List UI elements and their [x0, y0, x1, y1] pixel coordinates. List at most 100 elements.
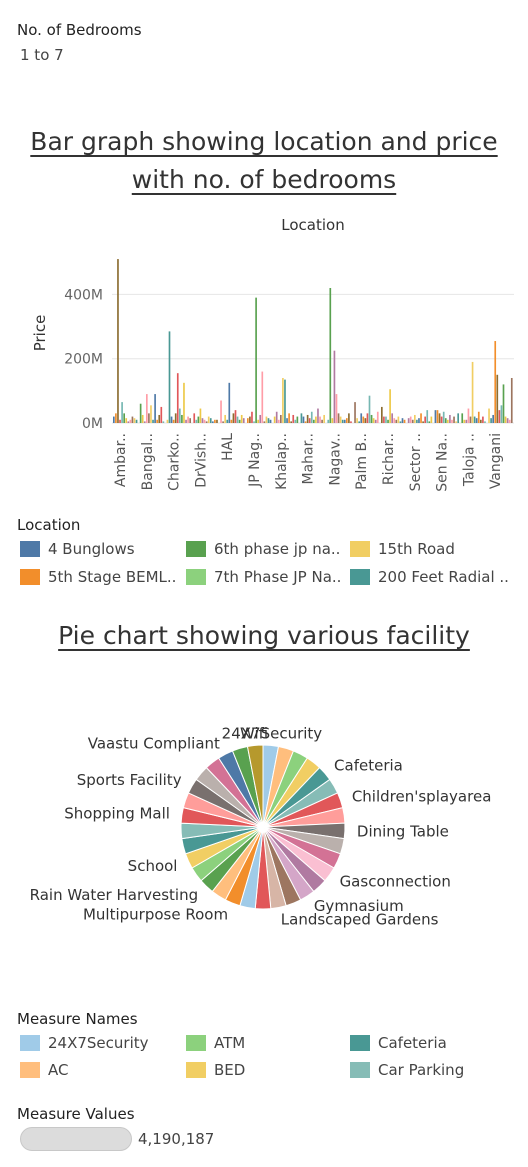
bar[interactable]	[125, 418, 128, 423]
bar[interactable]	[197, 416, 200, 423]
bar[interactable]	[426, 410, 429, 423]
bar[interactable]	[418, 418, 420, 423]
bar[interactable]	[381, 406, 383, 423]
bar[interactable]	[374, 419, 377, 423]
bar[interactable]	[422, 421, 424, 423]
bar[interactable]	[368, 395, 371, 423]
bar[interactable]	[127, 421, 130, 423]
bar[interactable]	[358, 421, 360, 423]
bar[interactable]	[430, 416, 433, 423]
bar[interactable]	[343, 419, 346, 423]
bar[interactable]	[251, 411, 253, 423]
bar[interactable]	[335, 394, 338, 423]
location-legend-item[interactable]: 4 Bunglows	[20, 540, 135, 558]
bar[interactable]	[199, 408, 202, 423]
bar[interactable]	[451, 419, 453, 423]
bar[interactable]	[242, 418, 245, 423]
bar-chart[interactable]: Location Price 0M 200M 400M Ambar.. Bangal.. Ch…	[0, 205, 528, 505]
bar[interactable]	[269, 419, 272, 423]
bar[interactable]	[403, 419, 406, 423]
pie-slice[interactable]	[246, 744, 264, 828]
bar[interactable]	[480, 419, 482, 423]
bar[interactable]	[420, 413, 422, 423]
bar[interactable]	[234, 410, 237, 423]
bar[interactable]	[150, 405, 152, 423]
bar[interactable]	[249, 416, 251, 423]
bar[interactable]	[475, 418, 478, 423]
bar[interactable]	[370, 414, 373, 423]
bar[interactable]	[275, 411, 278, 423]
bar[interactable]	[282, 378, 284, 423]
bar[interactable]	[195, 419, 198, 423]
bar[interactable]	[411, 419, 414, 423]
bar[interactable]	[168, 331, 171, 423]
bar[interactable]	[463, 419, 466, 423]
bar[interactable]	[226, 419, 229, 423]
bar[interactable]	[172, 419, 175, 423]
bar[interactable]	[228, 382, 231, 423]
filter-value[interactable]: 1 to 7	[20, 46, 64, 64]
bar[interactable]	[300, 413, 303, 423]
bar[interactable]	[383, 416, 385, 423]
bar[interactable]	[440, 416, 443, 423]
bar[interactable]	[113, 416, 115, 423]
bar[interactable]	[148, 413, 150, 423]
bar[interactable]	[143, 421, 146, 423]
bar[interactable]	[209, 418, 212, 423]
bar[interactable]	[362, 416, 365, 423]
bar[interactable]	[416, 419, 418, 423]
bar[interactable]	[455, 421, 457, 423]
bar[interactable]	[442, 411, 445, 423]
bar[interactable]	[444, 418, 447, 423]
bar[interactable]	[354, 402, 356, 423]
bar[interactable]	[409, 416, 412, 423]
bar[interactable]	[364, 418, 367, 423]
bar[interactable]	[156, 419, 158, 423]
bar[interactable]	[356, 418, 358, 423]
bar[interactable]	[201, 418, 204, 423]
bar[interactable]	[292, 414, 295, 423]
bar[interactable]	[280, 414, 282, 423]
bar[interactable]	[407, 418, 410, 423]
bar[interactable]	[265, 416, 268, 423]
bar[interactable]	[212, 421, 214, 423]
bar[interactable]	[135, 419, 138, 423]
bar[interactable]	[259, 414, 262, 423]
bar[interactable]	[119, 419, 121, 423]
bar[interactable]	[457, 413, 459, 423]
bar[interactable]	[306, 414, 309, 423]
bar[interactable]	[473, 416, 476, 423]
bar[interactable]	[284, 379, 286, 423]
bar[interactable]	[310, 411, 313, 423]
bar[interactable]	[317, 408, 319, 423]
bar[interactable]	[494, 341, 497, 423]
bar[interactable]	[267, 418, 270, 423]
bar[interactable]	[401, 418, 404, 423]
bar[interactable]	[253, 421, 255, 423]
bar[interactable]	[500, 405, 503, 423]
bar[interactable]	[139, 403, 142, 423]
bar[interactable]	[449, 414, 451, 423]
bar[interactable]	[477, 411, 480, 423]
bar[interactable]	[387, 419, 389, 423]
bar[interactable]	[414, 414, 416, 423]
bar[interactable]	[502, 384, 505, 423]
bar[interactable]	[290, 421, 292, 423]
bar[interactable]	[385, 416, 387, 423]
bar[interactable]	[238, 419, 241, 423]
location-legend-item[interactable]: 6th phase jp na..	[186, 540, 340, 558]
bar[interactable]	[506, 418, 509, 423]
bar[interactable]	[350, 421, 352, 423]
bar[interactable]	[296, 416, 299, 423]
bar[interactable]	[469, 416, 472, 423]
bar[interactable]	[176, 373, 179, 423]
bar[interactable]	[319, 416, 321, 423]
bar[interactable]	[131, 416, 134, 423]
bar[interactable]	[181, 414, 183, 423]
bar[interactable]	[436, 410, 439, 423]
bar[interactable]	[327, 419, 330, 423]
bar[interactable]	[158, 414, 161, 423]
bar[interactable]	[428, 421, 431, 423]
bar[interactable]	[236, 416, 239, 423]
bar[interactable]	[376, 411, 379, 423]
